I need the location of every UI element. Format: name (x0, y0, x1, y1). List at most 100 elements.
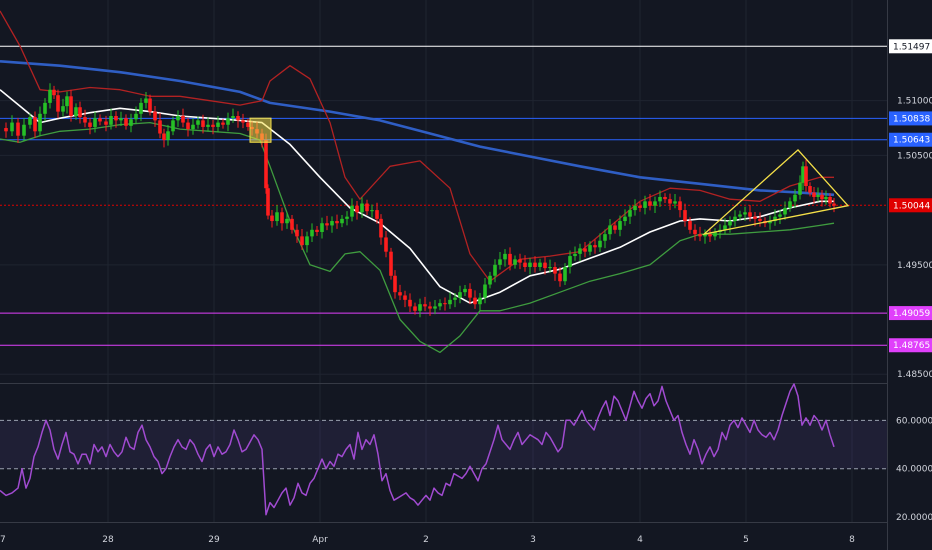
candle-body-45 (221, 122, 225, 125)
candle-body-165 (808, 186, 812, 193)
drawings (249, 117, 850, 236)
candle-body-106 (518, 259, 522, 263)
candle-body-125 (613, 225, 617, 230)
time-tick-label-1: 28 (102, 535, 114, 545)
candle-body-57 (275, 212, 279, 222)
candle-body-147 (723, 225, 727, 230)
candle-body-21 (104, 121, 108, 125)
candle-body-156 (768, 221, 772, 224)
candle-body-111 (543, 262, 547, 269)
candle-body-96 (468, 288, 472, 298)
candle-body-150 (738, 214, 742, 217)
candle-body-105 (513, 259, 517, 265)
candle-body-116 (568, 256, 572, 268)
price-tag-2 (889, 132, 932, 147)
candle-body-23 (114, 115, 118, 121)
overlay-ma-slow (0, 60, 835, 197)
candle-body-90 (438, 303, 442, 307)
price-tag-label-1: 1.50838 (893, 114, 930, 124)
candle-body-135 (663, 196, 667, 200)
candle-body-88 (428, 306, 432, 309)
triangle-pattern (701, 148, 850, 236)
candle-body-124 (608, 225, 612, 235)
price-tag-label-5: 1.48765 (893, 341, 930, 351)
time-tick-label-6: 4 (637, 535, 643, 545)
candle-body-32 (158, 120, 162, 134)
candle-body-58 (280, 212, 284, 224)
candle-body-42 (206, 124, 210, 127)
candle-body-26 (129, 119, 133, 126)
horizontal-levels (0, 45, 887, 346)
candle-body-39 (191, 124, 195, 130)
candle-body-3 (16, 122, 20, 136)
indicator-overlays (0, 10, 835, 354)
candle-body-114 (558, 273, 562, 282)
candle-body-11 (56, 95, 60, 112)
price-tick-label-2: 1.49500 (897, 261, 932, 271)
time-tick-label-3: Apr (312, 535, 328, 545)
candle-body-20 (98, 118, 102, 122)
candle-body-40 (196, 120, 200, 125)
candle-body-41 (201, 120, 205, 127)
candle-body-13 (65, 96, 69, 107)
candle-body-70 (340, 218, 344, 224)
candle-body-112 (548, 267, 552, 269)
rsi-series-line (0, 383, 835, 516)
candle-body-160 (788, 201, 792, 208)
candle-body-93 (453, 297, 457, 300)
candle-body-79 (384, 237, 388, 252)
candle-body-142 (698, 234, 702, 237)
candle-body-167 (816, 194, 820, 197)
candle-body-87 (423, 304, 427, 307)
candlesticks (4, 83, 836, 318)
candle-body-103 (503, 253, 507, 260)
candle-body-38 (186, 122, 190, 130)
candle-body-14 (69, 96, 73, 116)
candle-body-92 (448, 299, 452, 305)
candle-body-119 (583, 248, 587, 252)
candle-body-102 (498, 259, 502, 265)
price-tag-5 (889, 338, 932, 353)
candle-body-10 (52, 89, 56, 96)
candle-body-121 (593, 245, 597, 248)
candle-body-101 (493, 264, 497, 276)
candle-body-126 (618, 221, 622, 230)
time-tick-label-5: 3 (530, 535, 536, 545)
candle-body-56 (270, 215, 274, 222)
time-axis[interactable]: 7 28 29 Apr 2 3 4 5 8 (0, 535, 855, 545)
candle-body-154 (758, 218, 762, 222)
candle-body-158 (778, 214, 782, 217)
candle-body-110 (538, 262, 542, 268)
candle-body-138 (678, 201, 682, 211)
candle-body-81 (393, 275, 397, 293)
candle-body-141 (693, 229, 697, 235)
candle-body-104 (508, 253, 512, 265)
candle-body-140 (688, 221, 692, 230)
price-axis[interactable]: 1.51000 1.50500 1.49500 1.48500 60.0000 40.00… (896, 97, 932, 523)
candle-body-143 (703, 234, 707, 237)
price-tags: 1.51497 1.50838 1.50643 1.50044 1.49059 1.487… (889, 39, 932, 353)
candle-body-117 (573, 253, 577, 257)
price-tag-label-2: 1.50643 (893, 136, 930, 146)
time-tick-label-0: 7 (0, 535, 6, 545)
candle-body-75 (365, 203, 369, 212)
candle-body-164 (804, 166, 808, 187)
candle-body-66 (320, 223, 324, 232)
candle-body-169 (824, 196, 828, 200)
candle-body-130 (638, 205, 642, 208)
candle-body-166 (812, 192, 816, 197)
overlay-band-upper (0, 10, 834, 282)
candle-body-16 (78, 107, 82, 118)
candle-body-72 (350, 205, 354, 217)
candle-body-5 (28, 117, 32, 125)
candle-body-122 (598, 240, 602, 248)
candle-body-74 (360, 203, 364, 213)
candle-body-24 (119, 118, 123, 121)
candle-body-170 (828, 196, 832, 204)
rsi-band (0, 419, 887, 470)
candle-body-107 (523, 262, 527, 268)
candle-body-152 (748, 212, 752, 217)
candle-body-171 (832, 203, 836, 206)
candle-body-100 (488, 275, 492, 285)
